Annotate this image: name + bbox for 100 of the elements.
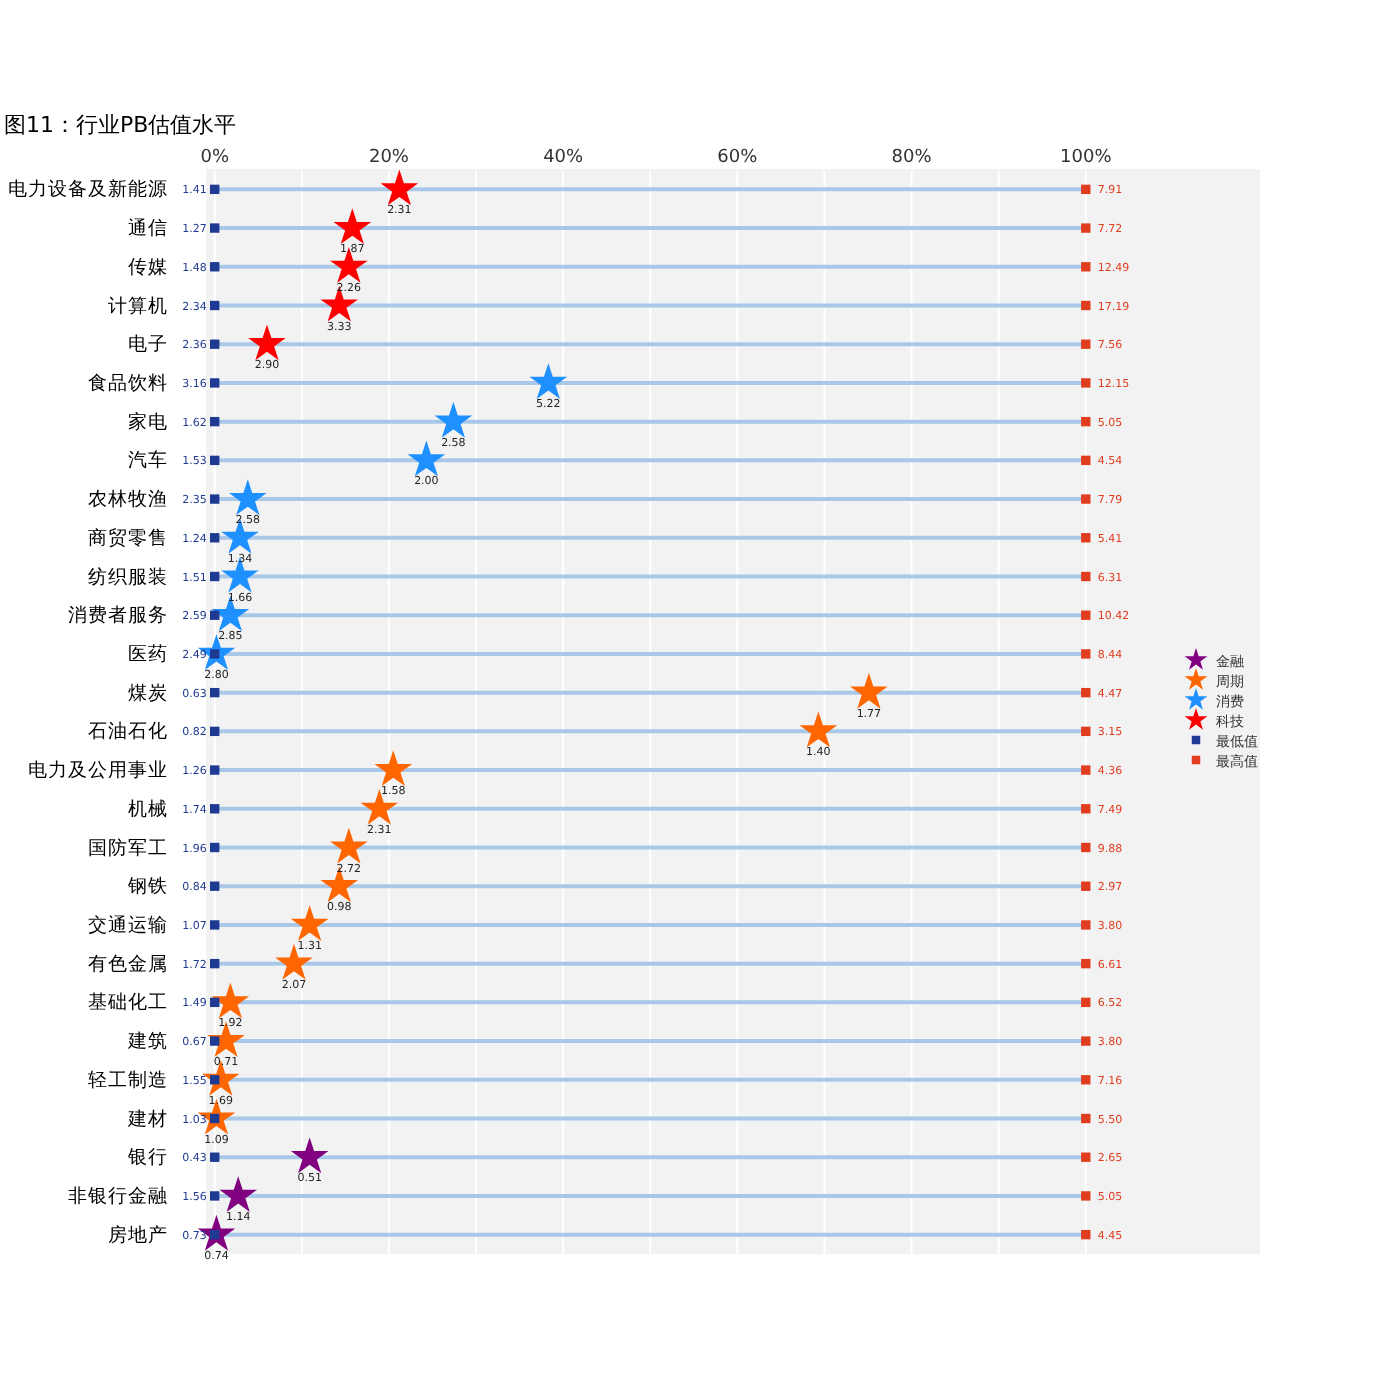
point: [210, 1075, 220, 1085]
point: [1081, 262, 1091, 272]
y-tick-label: 银行: [126, 1147, 168, 1170]
point: [210, 765, 220, 775]
point: [1081, 184, 1091, 195]
x-tick-label: 80%: [891, 148, 933, 168]
y-tick-label: 轻工制造: [88, 1067, 168, 1092]
y-tick-label: 纺织服装: [88, 564, 168, 589]
x-tick-label: 20%: [368, 148, 410, 168]
point: [850, 672, 888, 709]
x-tick-label: 100%: [1060, 148, 1113, 168]
point: [1081, 339, 1091, 349]
point: [210, 223, 220, 233]
x-tick-label: 40%: [543, 148, 585, 168]
point: [228, 479, 267, 516]
y-tick-label: 石油石化: [88, 719, 168, 744]
point: [1081, 223, 1091, 233]
y-tick-label: 电力设备及新能源: [8, 177, 168, 202]
point: [1081, 726, 1091, 737]
y-tick-label: 国防军工: [88, 835, 168, 860]
y-tick-label: 建筑: [126, 1029, 168, 1054]
point: [1081, 804, 1091, 814]
point: [529, 363, 568, 399]
point: [210, 1191, 220, 1201]
y-tick-label: 传媒: [128, 256, 168, 279]
point: [210, 610, 220, 620]
point: [210, 571, 220, 582]
y-tick-label: 医药: [128, 642, 168, 667]
point: [1081, 649, 1091, 659]
point: [290, 1137, 329, 1174]
chart-title: 图11：行业PB估值水平: [4, 112, 237, 138]
y-tick-label: 钢铁: [126, 874, 168, 899]
point: [210, 378, 220, 388]
point: [1081, 571, 1091, 582]
point: [1081, 1075, 1091, 1085]
point: [210, 842, 220, 853]
point: [1081, 533, 1091, 543]
y-tick-label: 电力及公用事业: [28, 758, 168, 783]
point: [374, 750, 413, 787]
point: [210, 262, 220, 272]
y-tick-label: 煤炭: [128, 680, 168, 705]
point: [210, 1152, 220, 1162]
y-tick-label: 非银行金融: [68, 1184, 168, 1209]
point: [210, 881, 220, 891]
point: [210, 416, 220, 427]
y-tick-label: 家电: [128, 409, 168, 434]
point: [210, 533, 220, 543]
point: [799, 711, 838, 748]
point: [210, 958, 220, 969]
point: [210, 1036, 220, 1046]
point: [210, 687, 220, 698]
point: [1081, 300, 1091, 311]
y-tick-label: 有色金属: [88, 951, 168, 976]
point: [1081, 881, 1091, 891]
point: [407, 440, 446, 477]
point: [1081, 610, 1091, 620]
y-tick-label: 农林牧渔: [88, 487, 168, 512]
y-tick-label: 电子: [128, 332, 168, 357]
y-tick-label: 房地产: [108, 1222, 168, 1247]
y-tick-label: 食品饮料: [88, 371, 168, 396]
point: [210, 184, 220, 195]
point: [1081, 494, 1091, 504]
y-tick-label: 汽车: [128, 448, 168, 473]
y-tick-label: 通信: [128, 216, 168, 241]
y-tick-label: 交通运输: [88, 913, 168, 938]
y-tick-label: 建材: [126, 1106, 168, 1131]
point: [219, 1176, 258, 1212]
point: [1081, 765, 1091, 775]
y-tick-label: 机械: [128, 796, 168, 821]
point: [1081, 958, 1091, 969]
point: [290, 905, 329, 941]
point: [210, 920, 220, 930]
point: [211, 982, 250, 1019]
point: [1081, 455, 1091, 466]
point: [380, 169, 419, 206]
point: [1081, 416, 1091, 427]
point: [1081, 1113, 1091, 1124]
point: [248, 324, 286, 361]
x-tick-label: 0%: [200, 148, 230, 168]
point: [210, 726, 220, 737]
point: [434, 401, 473, 438]
point: [1081, 1191, 1091, 1201]
point: [210, 997, 220, 1008]
point: [210, 494, 220, 504]
point: [210, 300, 220, 311]
y-tick-label: 基础化工: [88, 990, 168, 1015]
point: [1081, 687, 1091, 698]
point: [1081, 1152, 1091, 1162]
point: [1081, 1229, 1091, 1240]
point: [210, 455, 220, 466]
point: [1081, 920, 1091, 930]
x-tick-label: 60%: [717, 148, 759, 168]
y-tick-label: 计算机: [108, 293, 168, 318]
point: [210, 804, 220, 814]
point: [210, 339, 220, 349]
point: [1081, 378, 1091, 388]
y-tick-label: 商贸零售: [88, 525, 168, 550]
point: [1081, 1036, 1091, 1046]
y-tick-label: 消费者服务: [68, 603, 168, 628]
point: [1081, 997, 1091, 1008]
